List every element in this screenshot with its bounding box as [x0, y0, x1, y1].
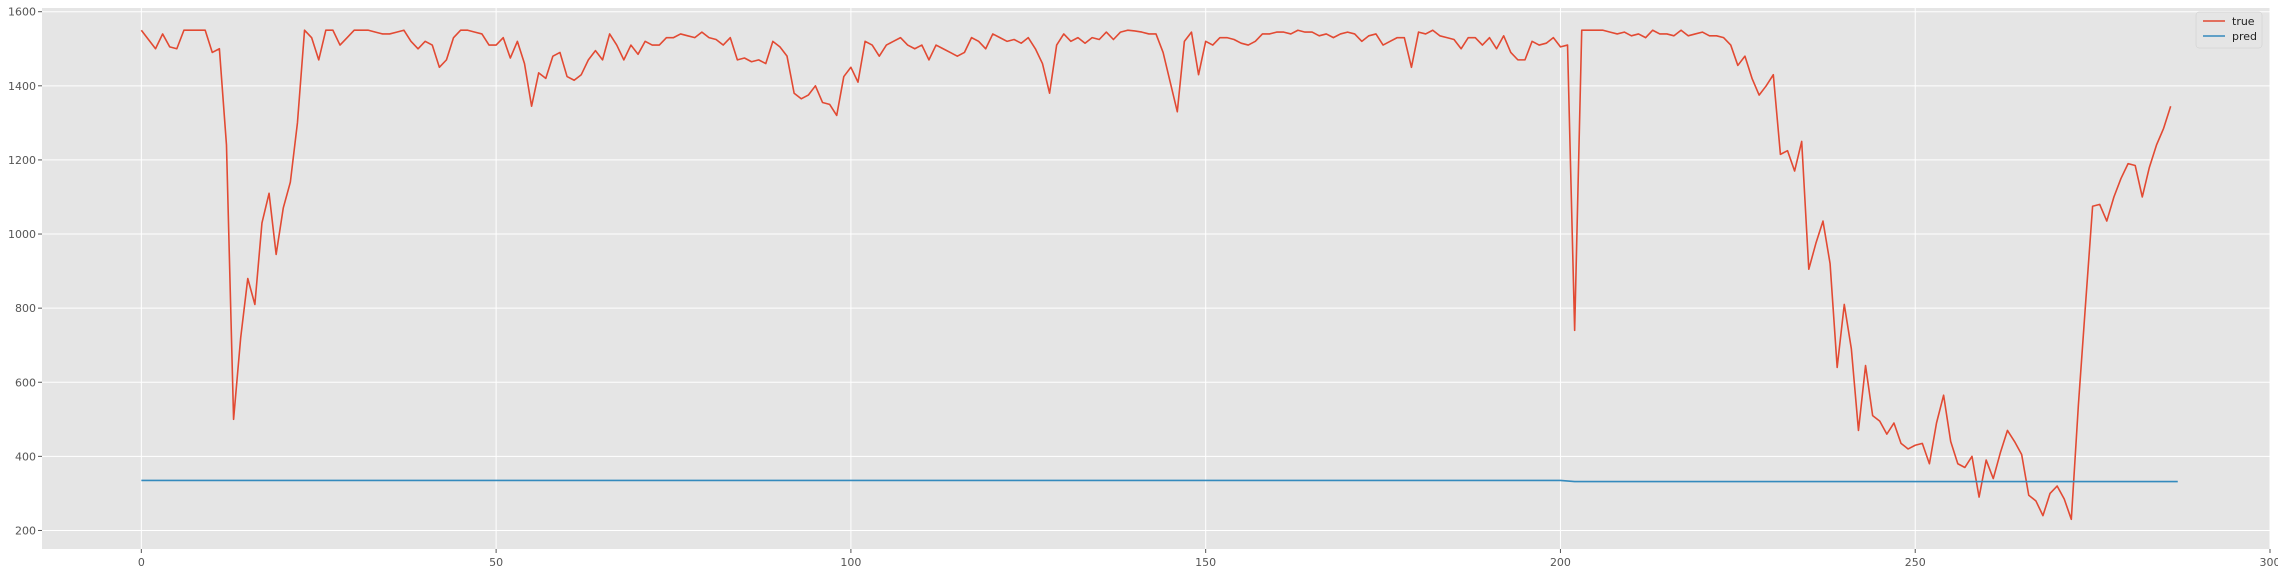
y-tick-label-1000: 1000: [8, 228, 36, 241]
axis-ticks: 200 400 600 800 1000 1200 1400 1600 0 50 100 150 200…: [8, 6, 2278, 569]
x-tick-label-250: 250: [1905, 556, 1926, 569]
y-tick-label-800: 800: [15, 302, 36, 315]
y-tick-label-1400: 1400: [8, 80, 36, 93]
series-line-true: [140, 29, 2172, 521]
y-tick-label-1600: 1600: [8, 6, 36, 19]
legend: true pred: [2195, 11, 2263, 49]
x-tick-label-150: 150: [1195, 556, 1216, 569]
x-tick-label-100: 100: [840, 556, 861, 569]
y-tick-label-400: 400: [15, 450, 36, 463]
x-tick-label-300: 300: [2260, 556, 2278, 569]
x-tick-label-0: 0: [138, 556, 145, 569]
x-tick-label-50: 50: [489, 556, 503, 569]
y-tick-label-200: 200: [15, 524, 36, 537]
series-layer: [140, 29, 2178, 521]
grid-lines: [42, 8, 2271, 549]
legend-label-true: true: [2232, 15, 2255, 28]
plot-background: [42, 8, 2270, 549]
y-tick-label-1200: 1200: [8, 154, 36, 167]
legend-label-pred: pred: [2232, 30, 2257, 43]
y-tick-label-600: 600: [15, 376, 36, 389]
x-tick-label-200: 200: [1550, 556, 1571, 569]
series-line-pred: [141, 479, 2178, 483]
